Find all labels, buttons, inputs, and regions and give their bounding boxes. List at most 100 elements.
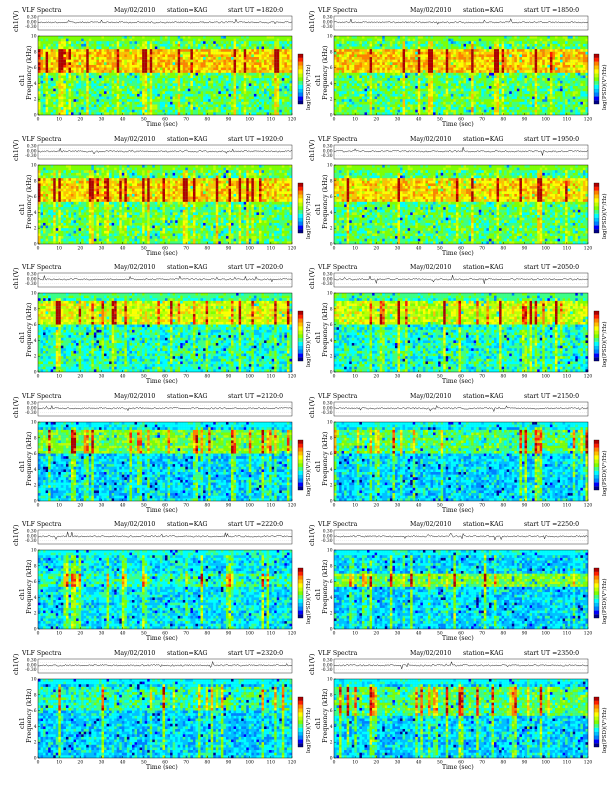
spectrogram-cell xyxy=(205,67,209,71)
spectrogram-cell xyxy=(412,38,416,42)
spectrogram-cell xyxy=(473,86,477,89)
spectrogram-cell xyxy=(281,101,285,105)
spectrogram-cell xyxy=(486,91,489,94)
spectrogram-cell xyxy=(410,109,413,113)
spectrogram-cell xyxy=(256,88,260,92)
spectrogram-cell xyxy=(334,38,337,42)
spectrogram-cell xyxy=(392,93,396,97)
spectrogram-cell xyxy=(109,62,112,66)
spectrogram-cell xyxy=(177,57,181,60)
spectrogram-cell xyxy=(374,38,378,42)
spectrogram-cell xyxy=(96,93,100,97)
spectrogram-cell xyxy=(38,96,41,100)
spectrogram-cell xyxy=(488,80,492,84)
spectrogram-cell xyxy=(106,101,110,105)
spectrogram-cell xyxy=(374,75,378,79)
spectrogram-cell xyxy=(149,72,153,76)
spectrogram-cell xyxy=(215,75,219,79)
spectrogram-cell xyxy=(93,43,97,47)
spectrogram-cell xyxy=(264,49,267,52)
spectrogram-cell xyxy=(351,72,355,76)
spectrogram-cell xyxy=(159,109,163,113)
spectrogram-cell xyxy=(205,80,209,84)
spectrogram-cell xyxy=(264,72,267,76)
spectrogram-cell xyxy=(78,80,82,84)
spectrogram-cell xyxy=(172,54,176,58)
spectrogram-cell xyxy=(468,36,472,39)
spectrogram-cell xyxy=(433,99,436,102)
spectrogram-cell xyxy=(443,67,446,71)
spectrogram-cell xyxy=(205,78,209,81)
spectrogram-cell xyxy=(170,43,173,47)
spectrogram-cell xyxy=(289,64,293,68)
spectrogram-cell xyxy=(266,80,270,84)
spectrogram-cell xyxy=(286,112,290,116)
spectrogram-cell xyxy=(124,80,127,84)
spectrogram-cell xyxy=(384,91,388,94)
spectrogram-cell xyxy=(427,96,431,100)
spectrogram-cell xyxy=(121,38,125,42)
spectrogram-cell xyxy=(205,38,209,42)
spectrogram-cell xyxy=(407,83,411,87)
spectrogram-cell xyxy=(491,107,495,110)
spectrogram-cell xyxy=(463,80,467,84)
spectrogram-cell xyxy=(185,51,188,55)
spectrogram-cell xyxy=(93,72,97,76)
spectrogram-cell xyxy=(238,96,242,100)
spectrogram-cell xyxy=(137,59,140,63)
spectrogram-cell xyxy=(248,80,252,84)
spectrogram-cell xyxy=(220,80,224,84)
spectrogram-cell xyxy=(356,70,360,73)
spectrogram-cell xyxy=(372,67,375,71)
spectrogram-cell xyxy=(481,99,484,102)
spectrogram-cell xyxy=(407,46,411,50)
spectrogram-cell xyxy=(68,51,72,55)
spectrogram-cell xyxy=(264,54,267,58)
spectrogram-cell xyxy=(192,46,196,50)
spectrogram-cell xyxy=(246,83,249,87)
spectrogram-cell xyxy=(478,99,482,102)
spectrogram-cell xyxy=(165,83,168,87)
spectrogram-cell xyxy=(116,99,120,102)
spectrogram-cell xyxy=(427,59,431,63)
spectrogram-cell xyxy=(236,80,239,84)
spectrogram-cell xyxy=(382,86,385,89)
spectrogram-cell xyxy=(284,54,287,58)
spectrogram-cell xyxy=(367,57,370,60)
spectrogram-cell xyxy=(425,57,429,60)
spectrogram-cell xyxy=(372,96,375,100)
spectrogram-cell xyxy=(473,51,477,55)
spectrogram-cell xyxy=(425,101,429,105)
spectrogram-cell xyxy=(91,86,94,89)
spectrogram-cell xyxy=(481,46,484,50)
spectrogram-cell xyxy=(220,49,224,52)
spectrogram-cell xyxy=(83,96,87,100)
spectrogram-cell xyxy=(387,38,390,42)
spectrogram-cell xyxy=(111,70,115,73)
spectrogram-cell xyxy=(448,78,451,81)
spectrogram-cell xyxy=(124,38,127,42)
spectrogram-cell xyxy=(248,64,252,68)
spectrogram-cell xyxy=(157,78,160,81)
spectrogram-cell xyxy=(200,91,204,94)
spectrogram-cell xyxy=(213,107,216,110)
spectrogram-cell xyxy=(356,51,360,55)
spectrogram-cell xyxy=(225,80,229,84)
spectrogram-cell xyxy=(223,49,227,52)
spectrogram-cell xyxy=(185,59,188,63)
spectrogram-cell xyxy=(50,83,54,87)
spectrogram-cell xyxy=(346,93,350,97)
spectrogram-cell xyxy=(170,80,173,84)
spectrogram-cell xyxy=(147,70,150,73)
spectrogram-cell xyxy=(48,54,51,58)
spectrogram-cell xyxy=(461,57,464,60)
spectrogram-cell xyxy=(471,49,474,52)
spectrogram-cell xyxy=(463,46,467,50)
spectrogram-cell xyxy=(152,96,155,100)
spectrogram-cell xyxy=(384,83,388,87)
spectrogram-cell xyxy=(392,99,396,102)
spectrogram-cell xyxy=(341,99,345,102)
spectrogram-cell xyxy=(147,112,150,116)
spectrogram-cell xyxy=(71,54,74,58)
spectrogram-cell xyxy=(238,75,242,79)
